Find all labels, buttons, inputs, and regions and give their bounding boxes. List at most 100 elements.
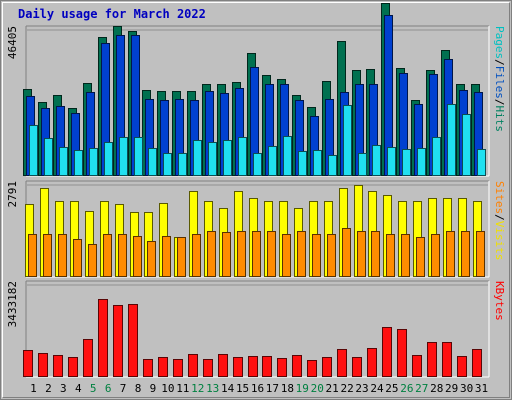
- x-tick-label: 31: [475, 382, 488, 395]
- chart-panel-2: 2791 Sites/Visits: [6, 180, 506, 278]
- x-tick-label: 27: [415, 382, 428, 395]
- bar-kbytes-day-17: [262, 356, 272, 377]
- series-files: [26, 15, 483, 176]
- bar-kbytes-day-14: [218, 354, 228, 377]
- bar-kbytes-day-7: [113, 305, 123, 377]
- x-tick-label: 12: [191, 382, 204, 395]
- x-tick-label: 20: [311, 382, 324, 395]
- bar-sites-day-28: [431, 234, 440, 277]
- bar-sites-day-23: [357, 231, 366, 277]
- x-tick-label: 17: [266, 382, 279, 395]
- bar-sites-day-29: [446, 231, 455, 277]
- x-tick-label: 30: [460, 382, 473, 395]
- legend-text: /: [493, 59, 506, 66]
- x-tick-label: 16: [251, 382, 264, 395]
- series-legend: Pages/Files/Hits: [493, 26, 506, 132]
- bar-sites-day-22: [342, 228, 351, 277]
- bar-sites-day-6: [103, 234, 112, 277]
- bar-pages-day-26: [402, 149, 411, 176]
- bar-kbytes-day-23: [352, 357, 362, 377]
- x-tick-label: 1: [30, 382, 37, 395]
- bar-pages-day-24: [372, 145, 381, 176]
- bar-kbytes-day-26: [397, 329, 407, 377]
- bar-sites-day-4: [73, 239, 82, 277]
- series-legend: Sites/Visits: [493, 181, 506, 261]
- bar-kbytes-day-19: [292, 355, 302, 377]
- bar-pages-day-4: [74, 150, 83, 176]
- bar-kbytes-day-16: [248, 356, 258, 377]
- x-tick-label: 15: [236, 382, 249, 395]
- bar-kbytes-day-12: [188, 354, 198, 377]
- x-tick-label: 26: [400, 382, 413, 395]
- bar-kbytes-day-22: [337, 349, 347, 377]
- bar-sites-day-2: [43, 234, 52, 277]
- bar-kbytes-day-15: [233, 357, 243, 377]
- bar-kbytes-day-18: [277, 358, 287, 377]
- x-tick-label: 18: [281, 382, 294, 395]
- bar-pages-day-27: [417, 148, 426, 176]
- bar-pages-day-29: [447, 104, 456, 176]
- x-tick-label: 4: [75, 382, 82, 395]
- bar-sites-day-12: [192, 234, 201, 277]
- x-tick-label: 9: [150, 382, 157, 395]
- legend-text: /: [493, 99, 506, 106]
- bar-kbytes-day-21: [322, 357, 332, 377]
- bar-pages-day-21: [328, 155, 337, 176]
- bar-kbytes-day-8: [128, 304, 138, 377]
- bar-pages-day-20: [313, 150, 322, 176]
- bar-pages-day-8: [134, 137, 143, 176]
- bar-kbytes-day-30: [457, 356, 467, 377]
- bar-sites-day-25: [386, 234, 395, 277]
- bar-pages-day-6: [104, 142, 113, 176]
- bar-sites-day-31: [476, 231, 485, 277]
- bar-kbytes-day-5: [83, 339, 93, 377]
- bar-sites-day-13: [207, 231, 216, 277]
- bar-pages-day-23: [358, 153, 367, 176]
- bar-sites-day-18: [282, 234, 291, 277]
- legend-text: Sites: [493, 181, 506, 214]
- x-tick-label: 7: [120, 382, 127, 395]
- bar-sites-day-9: [147, 241, 156, 277]
- bar-pages-day-28: [432, 137, 441, 176]
- bar-pages-day-5: [89, 148, 98, 176]
- x-tick-label: 22: [340, 382, 353, 395]
- legend-text: Files: [493, 66, 506, 99]
- x-tick-label: 2: [45, 382, 52, 395]
- bar-pages-day-7: [119, 137, 128, 176]
- bar-sites-day-17: [267, 231, 276, 277]
- bar-sites-day-19: [297, 231, 306, 277]
- series-kbytes: [23, 299, 482, 377]
- x-axis-labels: 1 2 3 4 5 6 7 8 9 10 11 12 13 14 15 16 17 18 19 20 21 22 23 24 2…: [30, 382, 488, 395]
- bar-kbytes-day-25: [382, 327, 392, 377]
- bar-sites-day-26: [401, 234, 410, 277]
- bar-sites-day-7: [118, 234, 127, 277]
- bar-pages-day-3: [59, 147, 68, 176]
- bar-sites-day-5: [88, 244, 97, 277]
- x-tick-label: 14: [221, 382, 235, 395]
- bar-sites-day-11: [177, 237, 186, 277]
- bar-kbytes-day-11: [173, 359, 183, 377]
- bar-pages-day-2: [44, 138, 53, 176]
- bar-pages-day-31: [477, 149, 486, 176]
- bar-kbytes-day-6: [98, 299, 108, 377]
- x-tick-label: 8: [135, 382, 142, 395]
- bar-kbytes-day-24: [367, 348, 377, 377]
- bar-sites-day-15: [237, 231, 246, 277]
- x-tick-label: 23: [355, 382, 368, 395]
- x-tick-label: 24: [370, 382, 384, 395]
- bar-kbytes-day-3: [53, 355, 63, 377]
- bar-kbytes-day-4: [68, 357, 78, 377]
- bar-pages-day-25: [387, 147, 396, 176]
- x-tick-label: 11: [176, 382, 189, 395]
- bar-kbytes-day-2: [38, 353, 48, 377]
- x-tick-label: 13: [206, 382, 219, 395]
- bar-pages-day-30: [462, 114, 471, 176]
- bar-pages-day-10: [163, 153, 172, 176]
- bar-pages-day-11: [178, 153, 187, 176]
- bar-pages-day-16: [253, 153, 262, 176]
- bar-sites-day-14: [222, 232, 231, 277]
- bar-kbytes-day-9: [143, 359, 153, 377]
- bar-kbytes-day-13: [203, 359, 213, 377]
- series-sites: [28, 228, 485, 277]
